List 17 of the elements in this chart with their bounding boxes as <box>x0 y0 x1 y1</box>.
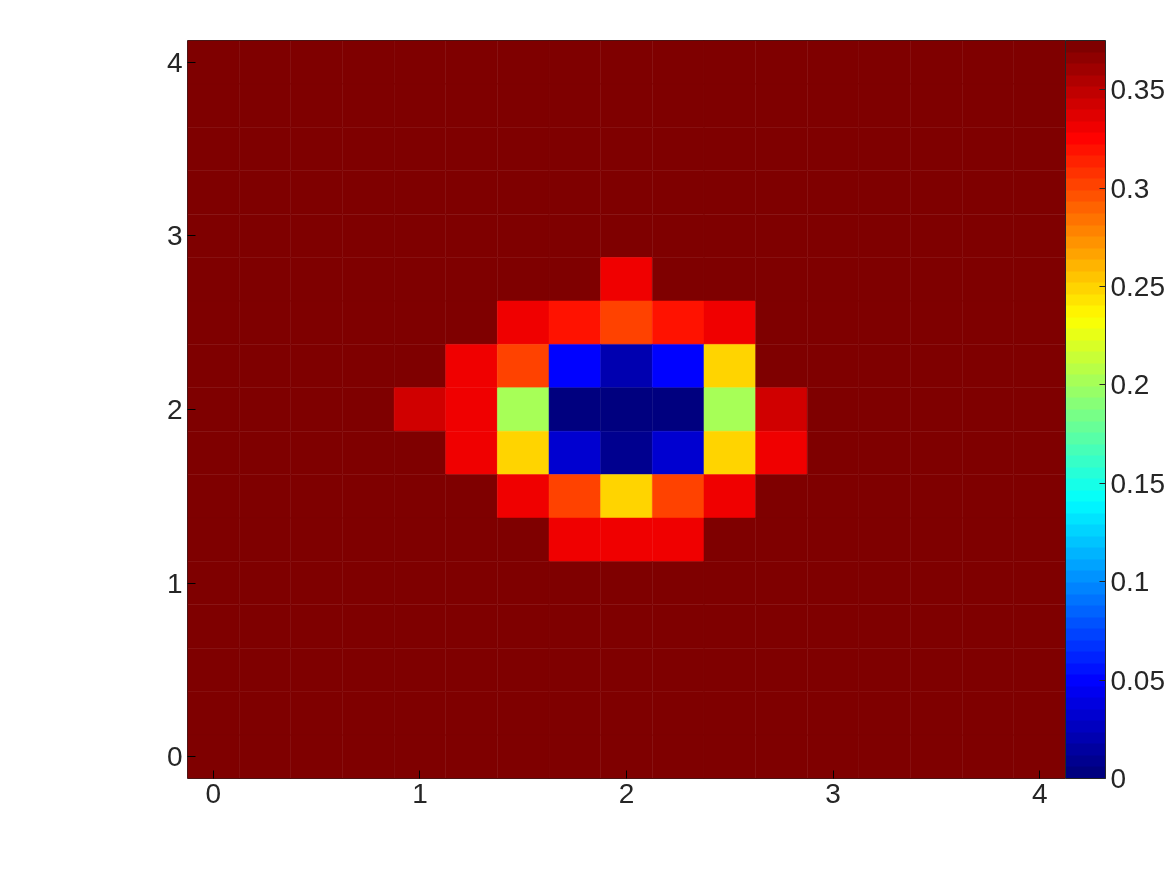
x-tick-label: 4 <box>1031 777 1048 809</box>
y-tick-label: 4 <box>166 46 183 78</box>
color-bar-label: 0.3 <box>1110 172 1150 204</box>
x-tick-label: 2 <box>618 777 635 809</box>
y-tick-label: 2 <box>166 394 183 425</box>
x-tick-label: 0 <box>205 777 222 809</box>
color-bar-label: 0.15 <box>1110 467 1165 499</box>
x-tick-label: 3 <box>825 777 841 809</box>
y-tick-label: 1 <box>166 567 183 599</box>
color-bar-label: 0.25 <box>1110 271 1165 302</box>
color-bar-label: 0.05 <box>1110 664 1165 696</box>
y-tick-label: 0 <box>166 741 183 773</box>
color-bar-label: 0.35 <box>1110 74 1165 106</box>
color-bar-label: 0.2 <box>1110 369 1150 401</box>
y-tick-label: 3 <box>166 220 183 252</box>
color-bar-label: 0.1 <box>1110 566 1150 598</box>
x-tick-label: 1 <box>412 777 428 809</box>
